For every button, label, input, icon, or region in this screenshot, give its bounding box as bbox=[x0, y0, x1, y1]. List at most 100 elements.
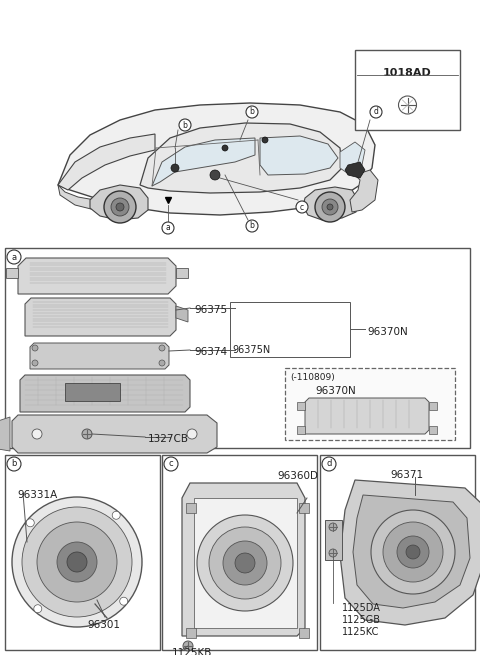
Circle shape bbox=[397, 536, 429, 568]
Circle shape bbox=[22, 507, 132, 617]
Text: 96371: 96371 bbox=[390, 470, 423, 480]
Circle shape bbox=[322, 199, 338, 215]
Circle shape bbox=[179, 119, 191, 131]
Text: 1018AD: 1018AD bbox=[383, 68, 432, 78]
Circle shape bbox=[159, 360, 165, 366]
Circle shape bbox=[34, 605, 42, 612]
Circle shape bbox=[246, 106, 258, 118]
Bar bbox=[429, 426, 437, 434]
Text: 96360D: 96360D bbox=[277, 471, 318, 481]
Polygon shape bbox=[20, 375, 190, 412]
Circle shape bbox=[187, 429, 197, 439]
Circle shape bbox=[383, 522, 443, 582]
Circle shape bbox=[116, 203, 124, 211]
Circle shape bbox=[32, 345, 38, 351]
Polygon shape bbox=[152, 138, 255, 186]
Text: a: a bbox=[166, 223, 170, 233]
Circle shape bbox=[197, 515, 293, 611]
Polygon shape bbox=[303, 187, 358, 220]
Text: b: b bbox=[250, 221, 254, 231]
Circle shape bbox=[406, 545, 420, 559]
Circle shape bbox=[235, 553, 255, 573]
Bar bbox=[355, 50, 460, 130]
Circle shape bbox=[67, 552, 87, 572]
Bar bbox=[65, 383, 120, 401]
Polygon shape bbox=[176, 268, 188, 278]
Bar bbox=[429, 402, 437, 410]
Text: c: c bbox=[168, 460, 173, 468]
Text: 1125GB: 1125GB bbox=[342, 615, 381, 625]
Text: 96301: 96301 bbox=[87, 620, 120, 630]
Text: 1125KB: 1125KB bbox=[172, 648, 212, 655]
Polygon shape bbox=[58, 134, 155, 190]
Text: 96375N: 96375N bbox=[232, 345, 270, 355]
Circle shape bbox=[32, 360, 38, 366]
Text: 1125KC: 1125KC bbox=[342, 627, 379, 637]
Polygon shape bbox=[353, 495, 470, 608]
Circle shape bbox=[223, 541, 267, 585]
Polygon shape bbox=[340, 142, 365, 175]
Circle shape bbox=[183, 641, 193, 651]
Circle shape bbox=[7, 457, 21, 471]
Text: 1327CB: 1327CB bbox=[148, 434, 189, 444]
Text: d: d bbox=[373, 107, 378, 117]
Circle shape bbox=[104, 191, 136, 223]
Bar bbox=[162, 455, 317, 650]
Polygon shape bbox=[350, 170, 378, 212]
Circle shape bbox=[370, 106, 382, 118]
Text: c: c bbox=[300, 202, 304, 212]
Bar bbox=[186, 503, 196, 513]
Text: 96375: 96375 bbox=[194, 305, 227, 315]
Polygon shape bbox=[340, 480, 480, 625]
Polygon shape bbox=[12, 415, 217, 453]
Circle shape bbox=[371, 510, 455, 594]
Circle shape bbox=[26, 519, 34, 527]
Circle shape bbox=[162, 222, 174, 234]
Polygon shape bbox=[90, 185, 148, 220]
Bar bbox=[297, 426, 305, 434]
Text: 96374: 96374 bbox=[194, 347, 227, 357]
Text: (-110809): (-110809) bbox=[290, 373, 335, 382]
Circle shape bbox=[262, 137, 268, 143]
Circle shape bbox=[57, 542, 97, 582]
Bar bbox=[5, 455, 160, 650]
Bar bbox=[320, 455, 475, 650]
Circle shape bbox=[171, 164, 179, 172]
Circle shape bbox=[112, 512, 120, 519]
Circle shape bbox=[111, 198, 129, 216]
Text: a: a bbox=[12, 252, 17, 261]
Circle shape bbox=[164, 457, 178, 471]
Bar bbox=[230, 302, 350, 357]
Polygon shape bbox=[345, 162, 365, 178]
Circle shape bbox=[222, 145, 228, 151]
Circle shape bbox=[296, 201, 308, 213]
Text: b: b bbox=[182, 121, 187, 130]
Circle shape bbox=[159, 345, 165, 351]
Bar bbox=[186, 628, 196, 638]
Text: 1125DA: 1125DA bbox=[342, 603, 381, 613]
Circle shape bbox=[329, 549, 337, 557]
Circle shape bbox=[210, 170, 220, 180]
Circle shape bbox=[120, 597, 128, 605]
Text: 96370N: 96370N bbox=[315, 386, 356, 396]
Text: 96370N: 96370N bbox=[367, 327, 408, 337]
Polygon shape bbox=[0, 417, 10, 451]
Text: b: b bbox=[12, 460, 17, 468]
Bar bbox=[297, 402, 305, 410]
Circle shape bbox=[246, 220, 258, 232]
Circle shape bbox=[37, 522, 117, 602]
Circle shape bbox=[327, 204, 333, 210]
Bar bbox=[5, 248, 470, 448]
Polygon shape bbox=[58, 103, 375, 215]
Polygon shape bbox=[18, 258, 176, 294]
Text: d: d bbox=[326, 460, 332, 468]
Polygon shape bbox=[140, 123, 342, 193]
Circle shape bbox=[82, 429, 92, 439]
Circle shape bbox=[12, 497, 142, 627]
Polygon shape bbox=[6, 268, 18, 278]
Circle shape bbox=[209, 527, 281, 599]
Polygon shape bbox=[30, 343, 169, 369]
Polygon shape bbox=[58, 185, 95, 210]
Bar bbox=[194, 498, 297, 628]
Polygon shape bbox=[325, 520, 342, 560]
